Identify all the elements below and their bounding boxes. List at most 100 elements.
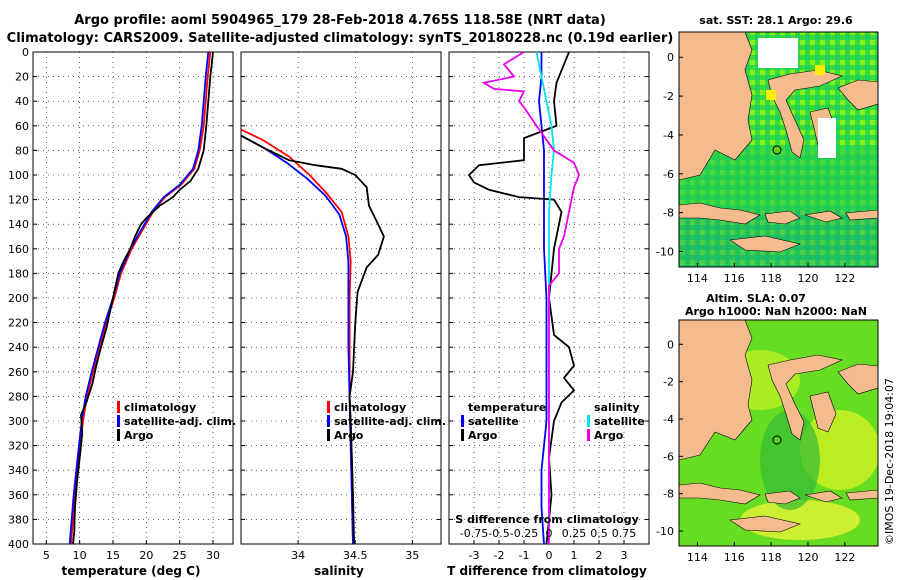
sla-high-patch-2 [800, 410, 878, 490]
legend-label-satellite: satellite-adj. clim. [334, 415, 446, 428]
secondary-tick-label: 0 [546, 527, 553, 540]
depth-tick-label: 140 [8, 218, 29, 231]
x-tick-label: 3 [621, 549, 628, 562]
x-tick-label: -3 [469, 549, 480, 562]
x-tick-label: 30 [206, 549, 220, 562]
difference-secondary-xlabel: S difference from climatology [455, 513, 639, 526]
map-lon-label: 120 [797, 272, 818, 285]
legend-label-temperature-satellite: satellite [468, 415, 519, 428]
secondary-tick-label: 0.5 [590, 527, 608, 540]
difference-legend-temperature: temperature satellite Argo [461, 401, 546, 442]
legend-swatch-argo [117, 429, 120, 441]
difference-lines [467, 52, 580, 544]
difference-panel: -3 -2 -1 0 1 2 3 S difference from climatology… [447, 51, 650, 578]
difference-xlabel: T difference from climatology [447, 564, 647, 578]
x-tick-label: -1 [519, 549, 530, 562]
map-lat-label: -2 [663, 376, 674, 389]
map-lat-label: 0 [667, 338, 674, 351]
temperature-lines [68, 52, 214, 544]
salinity-lines [241, 128, 385, 544]
secondary-tick-label: 0.25 [562, 527, 587, 540]
x-tick-label: 25 [173, 549, 187, 562]
land-nusa-tenggara [729, 209, 878, 253]
legend-swatch-temperature-argo [461, 429, 464, 441]
map-lon-label: 116 [724, 551, 745, 564]
sst-hot-cell [815, 65, 825, 75]
legend-label-climatology: climatology [124, 401, 196, 414]
legend-label-salinity-argo: Argo [594, 429, 624, 442]
map-lon-label: 114 [687, 272, 708, 285]
map-lat-label: -10 [656, 525, 674, 538]
series-line-argo [72, 52, 214, 544]
map-lat-label: 0 [667, 51, 674, 64]
depth-tick-label: 320 [8, 440, 29, 453]
map-lat-label: -2 [663, 90, 674, 103]
difference-secondary-ticks: -0.75 -0.5 -0.25 0 0.25 0.5 0.75 [460, 527, 636, 540]
land-borneo [679, 32, 753, 181]
legend-swatch-argo [327, 429, 330, 441]
argo-position-marker [772, 145, 782, 155]
legend-title-salinity: salinity [594, 401, 640, 414]
salinity-x-axis: 34 34.5 35 [291, 52, 419, 562]
secondary-tick-label: -0.5 [488, 527, 509, 540]
land-java [679, 202, 761, 225]
figure-title-line1: Argo profile: aoml 5904965_179 28-Feb-20… [74, 13, 606, 28]
legend-swatch-climatology [327, 401, 330, 413]
x-tick-label: 0 [546, 549, 553, 562]
x-tick-label: 20 [139, 549, 153, 562]
argo-position-marker [772, 435, 782, 445]
secondary-tick-label: -0.25 [510, 527, 538, 540]
legend-swatch-salinity-argo [587, 429, 590, 441]
depth-tick-label: 280 [8, 390, 29, 403]
legend-swatch-climatology [117, 401, 120, 413]
land-sulawesi [767, 354, 878, 441]
sst-band-north [679, 150, 878, 210]
temperature-panel: 0 20 40 60 80 100 120 140 160 180 200 220 240 260 280 3… [8, 46, 236, 578]
map-lon-label: 116 [724, 272, 745, 285]
map-lat-label: -6 [663, 168, 674, 181]
legend-label-argo: Argo [124, 429, 154, 442]
legend-label-argo: Argo [334, 429, 364, 442]
depth-tick-label: 0 [22, 46, 29, 59]
map-lat-label: -10 [656, 245, 674, 258]
sla-map-frame [678, 319, 879, 547]
depth-tick-label: 220 [8, 317, 29, 330]
depth-tick-label: 260 [8, 366, 29, 379]
depth-tick-label: 160 [8, 243, 29, 256]
difference-legend-salinity: salinity satellite Argo [587, 401, 645, 442]
x-tick-label: 2 [596, 549, 603, 562]
depth-tick-label: 200 [8, 292, 29, 305]
imos-watermark: ©IMOS 19-Dec-2018 19:04:07 [883, 378, 896, 545]
map-lon-label: 118 [761, 272, 782, 285]
legend-swatch-salinity-satellite [587, 415, 590, 427]
land-borneo [679, 320, 753, 461]
map-lat-label: -6 [663, 450, 674, 463]
depth-tick-label: 360 [8, 489, 29, 502]
map-lat-label: -8 [663, 207, 674, 220]
map-lat-label: -4 [663, 413, 674, 426]
depth-tick-label: 340 [8, 464, 29, 477]
map-lon-label: 122 [834, 551, 855, 564]
sst-map: sat. SST: 28.1 Argo: 29.6 114 116 118 120 12… [656, 14, 879, 285]
depth-tick-label: 120 [8, 194, 29, 207]
sla-map-axes: 114 116 118 120 122 0 -2 -4 -6 -8 -10 [656, 338, 855, 564]
depth-tick-label: 60 [15, 120, 29, 133]
x-tick-label: 15 [106, 549, 120, 562]
legend-label-satellite: satellite-adj. clim. [124, 415, 236, 428]
depth-tick-label: 380 [8, 513, 29, 526]
depth-tick-label: 240 [8, 341, 29, 354]
land-nusa-tenggara [729, 489, 878, 533]
depth-tick-label: 100 [8, 169, 29, 182]
legend-label-salinity-satellite: satellite [594, 415, 645, 428]
map-lon-label: 114 [687, 551, 708, 564]
x-tick-label: -2 [494, 549, 505, 562]
sla-low-patch [760, 410, 820, 510]
sst-map-frame [678, 31, 879, 268]
legend-swatch-satellite [117, 415, 120, 427]
depth-tick-label: 400 [8, 538, 29, 551]
x-tick-label: 5 [43, 549, 50, 562]
x-tick-label: 34.5 [343, 549, 368, 562]
temperature-legend: climatology satellite-adj. clim. Argo [117, 401, 236, 442]
salinity-panel: 34 34.5 35 salinity climatology satellite-… [240, 51, 446, 578]
sst-missing-data [758, 38, 798, 68]
